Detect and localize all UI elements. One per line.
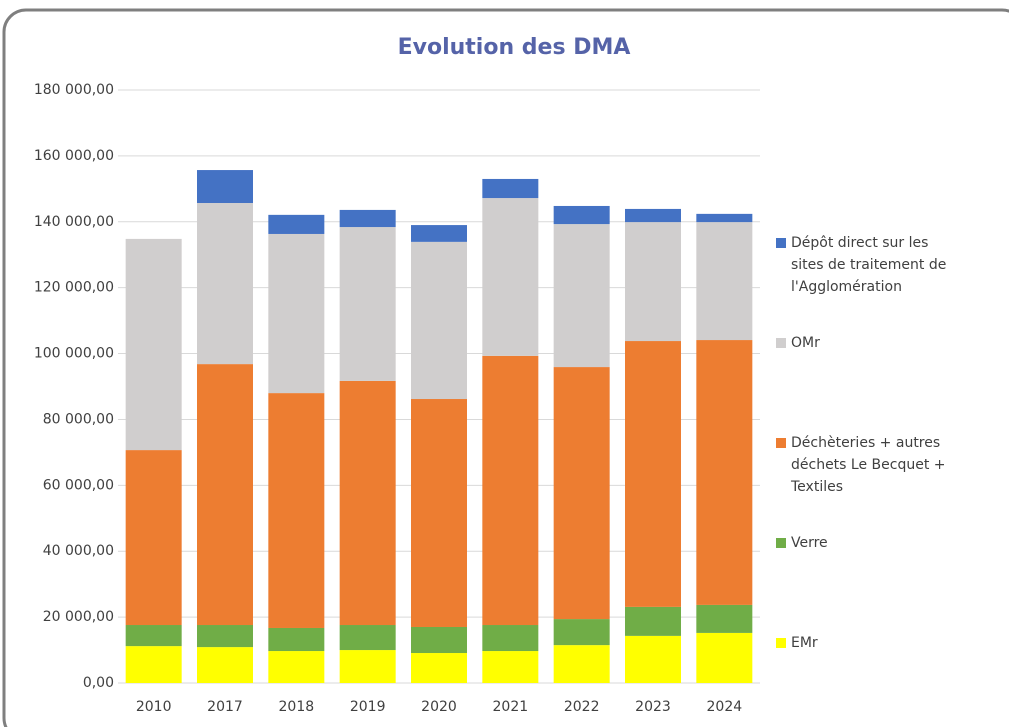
x-tick-label: 2010 — [136, 699, 172, 715]
bar-segment — [625, 222, 681, 342]
bar-segment — [411, 241, 467, 400]
legend-label: Déchèteries + autres déchets Le Becquet … — [790, 435, 950, 495]
bar-segment — [482, 355, 539, 626]
bar-segment — [197, 647, 253, 683]
bar-segment — [339, 625, 396, 651]
bar-segment — [553, 205, 610, 225]
x-tick-label: 2018 — [279, 699, 315, 715]
bar-segment — [482, 625, 539, 652]
x-tick-label: 2023 — [635, 699, 671, 715]
bar-segment — [482, 198, 539, 356]
chart-title: Evolution des DMA — [398, 35, 631, 60]
bar-segment — [268, 651, 325, 683]
y-tick-label: 120 000,00 — [34, 280, 114, 296]
bar-segment — [411, 225, 467, 242]
x-tick-label: 2017 — [207, 699, 243, 715]
bar-segment — [125, 646, 182, 683]
y-tick-label: 40 000,00 — [43, 543, 114, 559]
x-tick-label: 2021 — [493, 699, 529, 715]
y-tick-label: 160 000,00 — [34, 148, 114, 164]
x-tick-label: 2019 — [350, 699, 386, 715]
bar-segment — [125, 625, 182, 647]
bar-segment — [625, 208, 681, 223]
bar-segment — [696, 222, 753, 341]
bar-segment — [339, 380, 396, 626]
bar-segment — [482, 178, 539, 199]
x-tick-label: 2022 — [564, 699, 600, 715]
y-tick-label: 20 000,00 — [43, 609, 114, 625]
bar-segment — [482, 651, 539, 683]
legend-label: EMr — [791, 635, 818, 651]
x-tick-label: 2020 — [421, 699, 457, 715]
legend-swatch — [776, 538, 786, 548]
bar-segment — [696, 604, 753, 633]
bar-segment — [197, 202, 253, 365]
bar-segment — [339, 209, 396, 228]
bar-segment — [411, 653, 467, 683]
bar-segment — [339, 650, 396, 683]
y-tick-label: 80 000,00 — [43, 411, 114, 427]
bar-segment — [268, 214, 325, 234]
bar-segment — [268, 233, 325, 394]
bar-segment — [625, 341, 681, 607]
bar-segment — [197, 170, 253, 203]
legend-label: OMr — [791, 335, 820, 351]
legend-swatch — [776, 238, 786, 248]
bar-segment — [696, 340, 753, 605]
bar-segment — [553, 645, 610, 683]
bar-segment — [411, 399, 467, 627]
y-tick-label: 180 000,00 — [34, 82, 114, 98]
x-tick-label: 2024 — [707, 699, 743, 715]
bar-segment — [411, 626, 467, 654]
bar-segment — [696, 632, 753, 683]
legend-swatch — [776, 638, 786, 648]
bar-segment — [268, 393, 325, 628]
bar-segment — [339, 227, 396, 381]
bar-segment — [625, 635, 681, 683]
legend-swatch — [776, 338, 786, 348]
y-tick-label: 60 000,00 — [43, 477, 114, 493]
bar-segment — [125, 450, 182, 626]
legend-swatch — [776, 438, 786, 448]
bar-segment — [197, 625, 253, 648]
y-tick-label: 0,00 — [83, 675, 114, 691]
bar-segment — [553, 224, 610, 368]
bar-segment — [625, 606, 681, 636]
y-tick-label: 140 000,00 — [34, 214, 114, 230]
bar-segment — [553, 367, 610, 620]
legend-label: Verre — [791, 535, 828, 551]
bar-segment — [268, 627, 325, 652]
bar-segment — [197, 364, 253, 626]
bar-segment — [553, 619, 610, 646]
bar-segment — [696, 213, 753, 223]
y-tick-label: 100 000,00 — [34, 346, 114, 362]
legend-label: Dépôt direct sur les sites de traitement… — [791, 235, 951, 295]
bar-segment — [125, 238, 182, 451]
